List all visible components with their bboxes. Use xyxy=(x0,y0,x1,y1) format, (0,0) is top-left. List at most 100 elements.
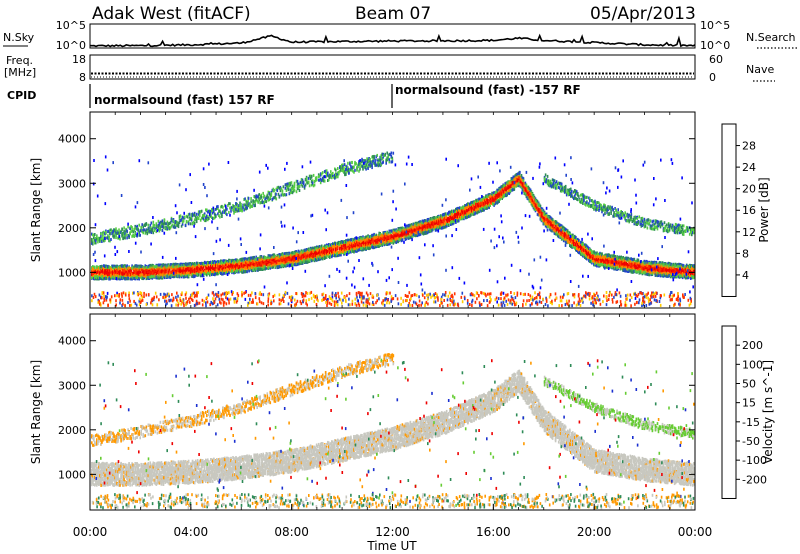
range-cell xyxy=(349,244,351,248)
range-cell xyxy=(249,266,251,270)
range-cell xyxy=(244,270,246,273)
range-cell xyxy=(134,273,136,277)
range-cell xyxy=(379,235,381,239)
range-cell xyxy=(282,261,285,265)
range-cell xyxy=(242,261,244,265)
range-cell xyxy=(360,247,362,251)
range-cell xyxy=(155,272,158,276)
range-cell xyxy=(268,256,271,260)
range-cell xyxy=(404,225,407,229)
range-cell xyxy=(205,272,207,276)
range-cell xyxy=(181,262,184,266)
range-cell xyxy=(224,259,226,263)
range-cell xyxy=(318,253,321,257)
range-cell xyxy=(361,239,363,243)
range-cell xyxy=(341,247,343,251)
range-cell xyxy=(309,252,312,256)
range-cell xyxy=(112,276,114,280)
range-cell xyxy=(418,220,421,224)
range-cell xyxy=(394,240,397,244)
range-cell xyxy=(299,251,302,255)
range-cell xyxy=(163,264,166,268)
range-cell xyxy=(232,258,234,262)
range-cell xyxy=(418,233,421,236)
range-cell xyxy=(280,261,283,265)
range-cell xyxy=(215,260,217,264)
range-cell xyxy=(92,270,94,274)
range-cell xyxy=(350,241,352,245)
range-cell xyxy=(143,266,145,270)
range-cell xyxy=(147,264,150,268)
range-cell xyxy=(198,262,201,265)
range-cell xyxy=(310,256,313,259)
range-cell xyxy=(234,262,236,266)
range-cell xyxy=(405,237,408,241)
range-cell xyxy=(115,265,117,269)
range-cell xyxy=(131,264,133,268)
range-cell xyxy=(223,271,225,275)
range-cell xyxy=(399,228,402,232)
range-cell xyxy=(332,245,334,249)
range-cell xyxy=(352,245,354,249)
range-cell xyxy=(248,266,250,270)
range-cell xyxy=(345,243,347,247)
range-cell xyxy=(253,256,255,260)
range-cell xyxy=(356,248,358,251)
range-cell xyxy=(242,268,244,272)
range-cell xyxy=(263,263,265,267)
range-cell xyxy=(278,263,281,266)
range-cell xyxy=(405,225,408,229)
range-cell xyxy=(298,262,301,266)
range-cell xyxy=(300,260,303,264)
range-cell xyxy=(291,262,294,266)
range-cell xyxy=(329,247,331,251)
range-cell xyxy=(114,269,116,273)
range-cell xyxy=(178,274,181,278)
range-cell xyxy=(333,253,335,257)
range-cell xyxy=(366,239,368,243)
range-cell xyxy=(353,241,355,244)
range-cell xyxy=(105,269,107,273)
range-cell xyxy=(327,245,329,249)
range-cell xyxy=(195,269,198,273)
range-cell xyxy=(101,273,103,277)
range-cell xyxy=(354,242,356,246)
range-cell xyxy=(139,270,141,274)
range-cell xyxy=(183,269,186,273)
range-cell xyxy=(148,272,151,276)
range-cell xyxy=(247,265,249,269)
range-cell xyxy=(145,273,148,277)
range-cell xyxy=(415,228,418,232)
range-cell xyxy=(139,266,141,270)
range-cell xyxy=(172,266,175,270)
range-cell xyxy=(248,256,250,260)
freq-frame xyxy=(89,54,696,80)
range-cell xyxy=(378,231,380,235)
range-cell xyxy=(413,234,416,237)
range-cell xyxy=(200,265,203,269)
range-cell xyxy=(350,250,352,254)
range-cell xyxy=(362,244,364,248)
range-cell xyxy=(111,273,113,277)
range-cell xyxy=(112,275,114,279)
range-cell xyxy=(131,266,133,270)
range-cell xyxy=(324,250,327,254)
range-cell xyxy=(317,248,320,252)
range-cell xyxy=(294,263,297,267)
range-cell xyxy=(105,271,107,275)
range-cell xyxy=(354,249,356,253)
range-cell xyxy=(381,240,383,244)
range-cell xyxy=(298,250,301,254)
range-cell xyxy=(309,256,312,260)
range-cell xyxy=(283,252,286,256)
range-cell xyxy=(202,262,205,266)
range-cell xyxy=(99,273,101,277)
range-cell xyxy=(282,259,285,263)
range-cell xyxy=(268,259,271,263)
range-cell xyxy=(383,237,385,241)
range-cell xyxy=(400,233,403,237)
range-cell xyxy=(313,251,316,255)
range-cell xyxy=(143,276,145,280)
range-cell xyxy=(215,266,217,270)
range-cell xyxy=(115,274,117,277)
